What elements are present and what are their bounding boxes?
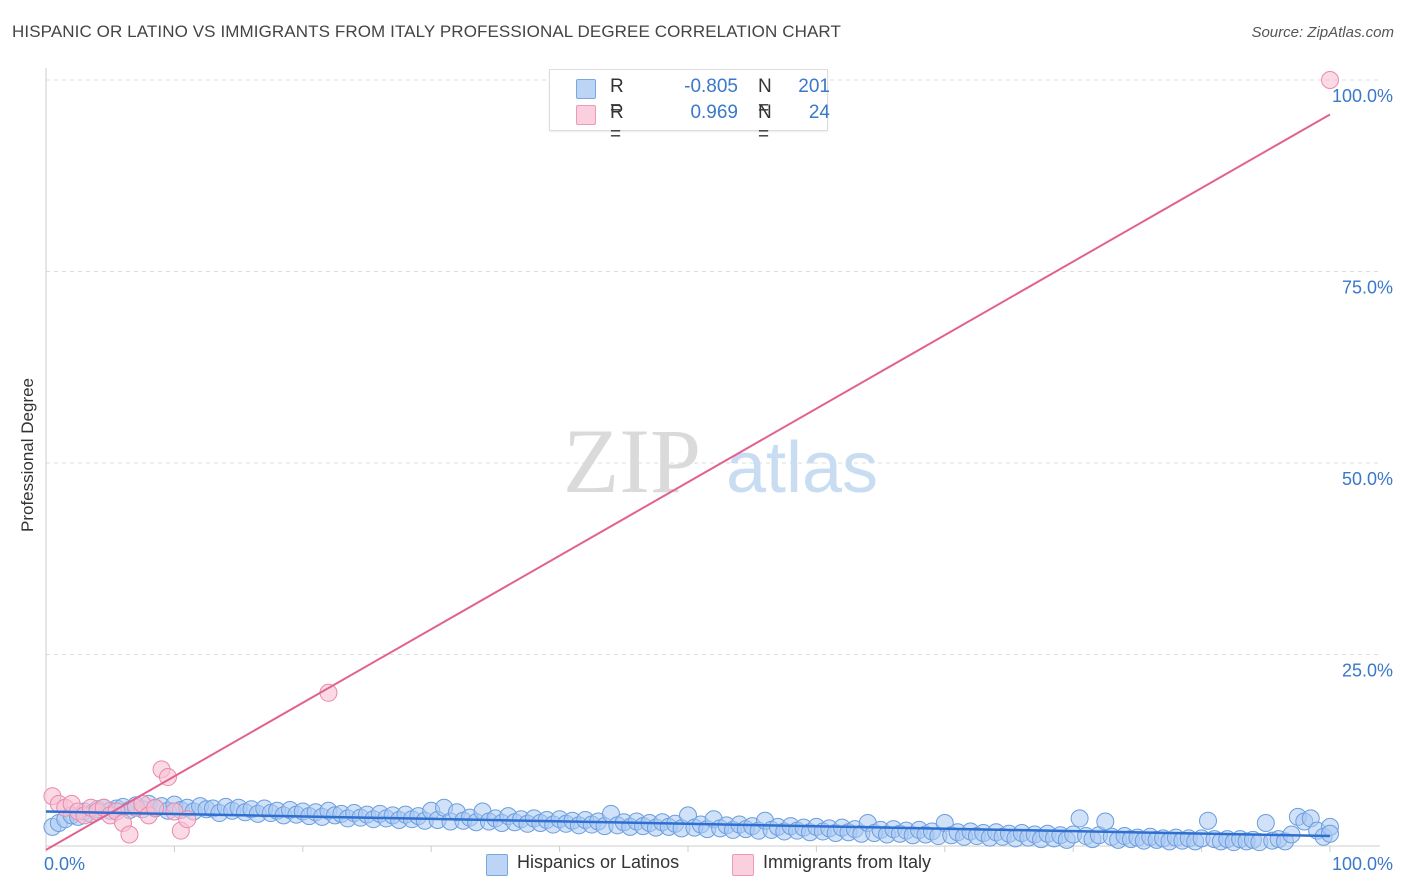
italy-point <box>319 683 338 702</box>
bottom-swatch-pink <box>732 854 754 876</box>
legend-n-value: 201 <box>798 76 830 97</box>
x-tick-label: 0.0% <box>44 854 85 874</box>
correlation-legend: R = -0.805 N = 201 R = 0.969 N = 24 <box>549 69 830 145</box>
italy-point <box>120 825 139 844</box>
chart-title: HISPANIC OR LATINO VS IMMIGRANTS FROM IT… <box>12 22 841 41</box>
hispanics-point <box>1096 812 1115 831</box>
watermark-zip: ZIP <box>563 410 701 512</box>
watermark: ZIP atlas <box>563 410 878 512</box>
legend-r-value: 0.969 <box>690 102 738 123</box>
legend-swatch-blue <box>576 79 596 99</box>
source-credit: Source: ZipAtlas.com <box>1251 24 1394 41</box>
bottom-legend-label: Immigrants from Italy <box>763 852 932 872</box>
legend-r-value: -0.805 <box>684 76 738 97</box>
y-tick-label: 25.0% <box>1342 661 1393 681</box>
hispanics-point <box>1199 811 1218 830</box>
y-tick-label: 100.0% <box>1332 86 1393 106</box>
tick-labels: 25.0% 50.0% 75.0% 100.0% 0.0% 100.0% <box>44 86 1393 874</box>
bottom-swatch-blue <box>486 854 508 876</box>
legend-n-label: N = <box>758 76 772 119</box>
hispanics-point <box>1321 824 1339 843</box>
bottom-legend-label: Hispanics or Latinos <box>517 852 680 872</box>
trend-lines <box>45 113 1331 851</box>
italy-point <box>146 798 165 817</box>
x-tick-label: 100.0% <box>1332 854 1393 874</box>
legend-swatch-pink <box>576 105 596 125</box>
hispanics-point <box>1256 814 1275 833</box>
grid-lines <box>46 79 1380 655</box>
watermark-atlas: atlas <box>726 428 878 508</box>
italy-trend-line <box>45 113 1331 851</box>
y-tick-label: 50.0% <box>1342 469 1393 489</box>
italy-points <box>43 71 1339 844</box>
y-tick-label: 75.0% <box>1342 278 1393 298</box>
legend-r-label: R = <box>610 76 624 119</box>
hispanics-trend-line <box>45 810 1331 838</box>
hispanics-point <box>1070 809 1089 828</box>
legend-r-label: R = <box>610 102 624 145</box>
legend-n-value: 24 <box>808 102 830 123</box>
legend-n-label: N = <box>758 102 772 145</box>
italy-point <box>1321 71 1339 89</box>
